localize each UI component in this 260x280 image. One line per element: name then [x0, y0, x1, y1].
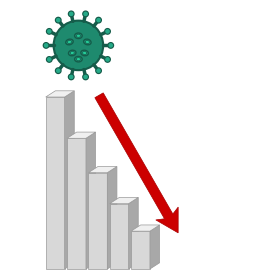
Ellipse shape [82, 52, 87, 55]
Circle shape [106, 58, 109, 61]
Circle shape [106, 30, 109, 33]
Ellipse shape [75, 33, 82, 39]
Circle shape [47, 29, 52, 34]
Circle shape [84, 12, 87, 15]
Ellipse shape [76, 58, 80, 61]
Circle shape [57, 18, 60, 22]
Circle shape [108, 43, 113, 48]
Circle shape [68, 74, 74, 80]
Polygon shape [131, 225, 160, 231]
Circle shape [68, 11, 74, 17]
Circle shape [44, 44, 48, 47]
Polygon shape [65, 91, 74, 269]
Circle shape [70, 12, 73, 15]
Ellipse shape [68, 50, 76, 56]
Polygon shape [46, 97, 65, 269]
Circle shape [105, 57, 110, 62]
Polygon shape [46, 91, 74, 97]
Ellipse shape [66, 39, 73, 45]
Circle shape [83, 74, 88, 80]
Polygon shape [88, 173, 107, 269]
Circle shape [55, 17, 61, 23]
Ellipse shape [85, 40, 89, 44]
Circle shape [48, 30, 51, 33]
Circle shape [96, 17, 101, 23]
Circle shape [55, 68, 61, 73]
Ellipse shape [84, 39, 91, 45]
Circle shape [109, 44, 112, 47]
Circle shape [97, 69, 100, 72]
Circle shape [54, 21, 103, 70]
Circle shape [84, 75, 87, 78]
Polygon shape [110, 197, 138, 204]
Polygon shape [107, 167, 117, 269]
Ellipse shape [75, 56, 82, 62]
Circle shape [47, 57, 52, 62]
Polygon shape [88, 167, 117, 173]
Circle shape [48, 58, 51, 61]
Polygon shape [131, 231, 150, 269]
Circle shape [70, 75, 73, 78]
Circle shape [57, 69, 60, 72]
Ellipse shape [81, 50, 88, 56]
Circle shape [43, 43, 49, 48]
Polygon shape [67, 138, 86, 269]
Ellipse shape [76, 34, 80, 37]
Polygon shape [86, 132, 96, 269]
Circle shape [97, 18, 100, 22]
Circle shape [83, 11, 88, 17]
Ellipse shape [70, 52, 74, 55]
Ellipse shape [67, 40, 72, 44]
Circle shape [105, 29, 110, 34]
Polygon shape [67, 132, 96, 138]
Polygon shape [129, 197, 138, 269]
Circle shape [96, 68, 101, 73]
Polygon shape [150, 225, 160, 269]
Polygon shape [110, 204, 129, 269]
FancyArrow shape [95, 93, 178, 233]
